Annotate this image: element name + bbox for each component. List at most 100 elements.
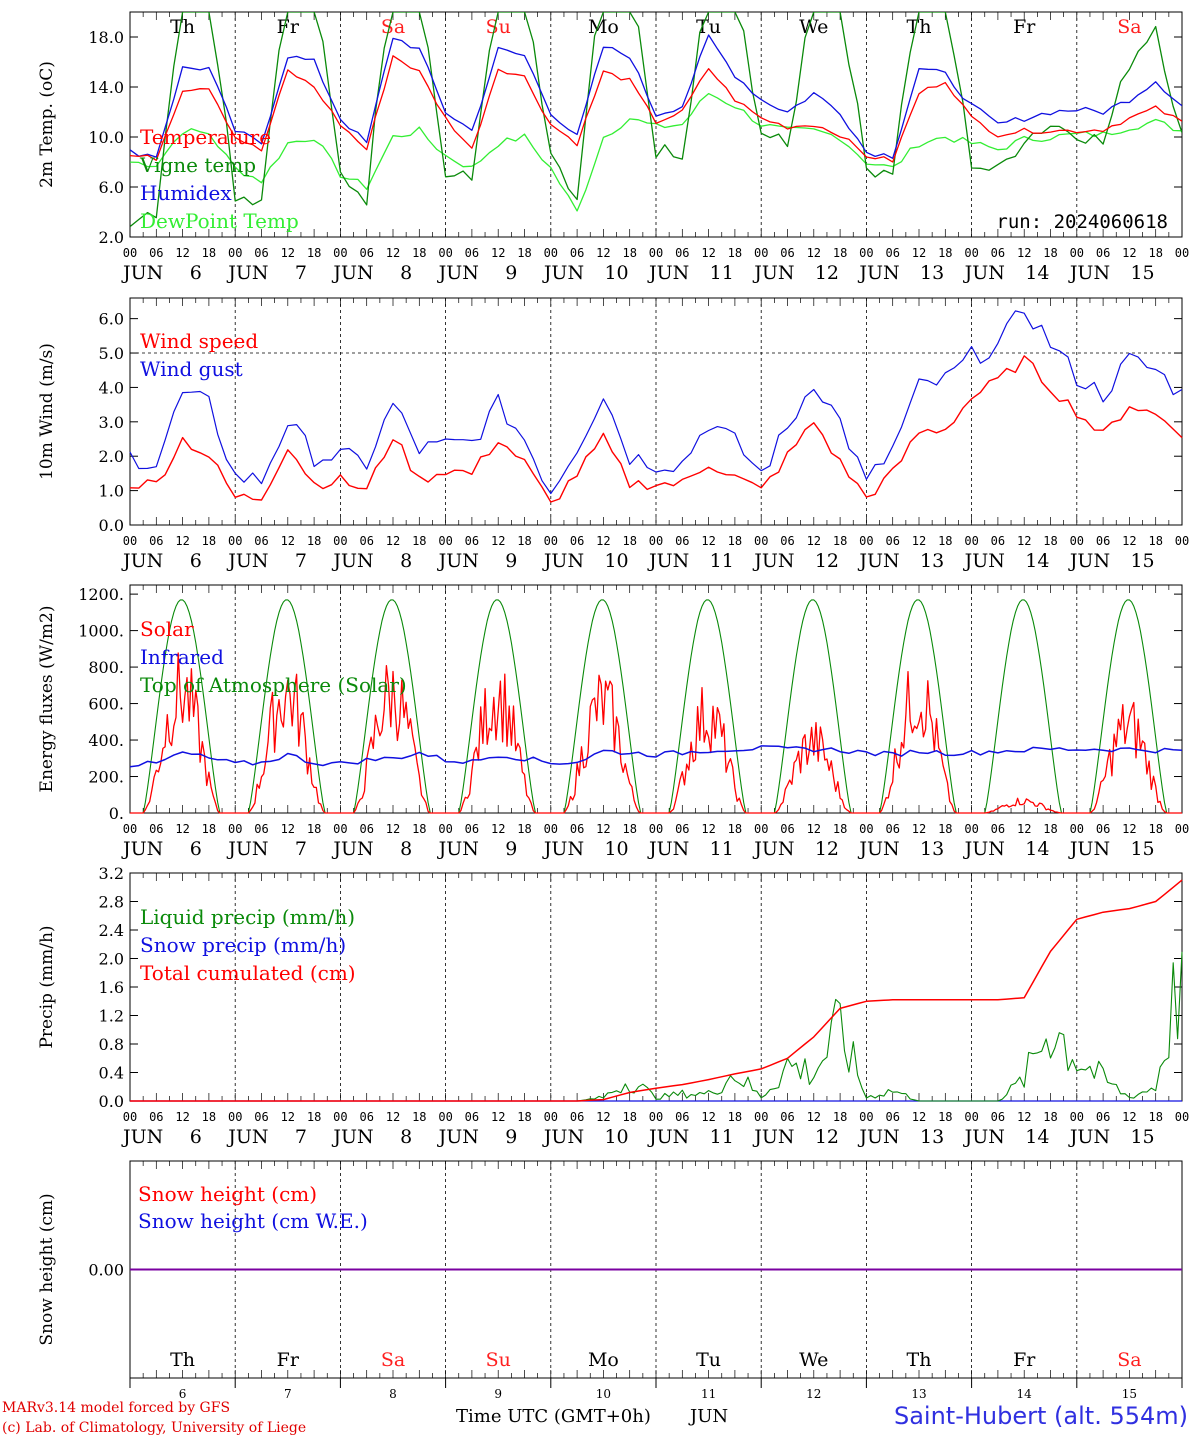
legend-entry: Total cumulated (cm)	[140, 961, 356, 985]
weekday-label: Fr	[1013, 1349, 1036, 1371]
day-month-label: JUN	[857, 838, 899, 860]
legend-entry: Snow height (cm W.E.)	[138, 1209, 368, 1233]
hour-tick-label: 12	[701, 822, 715, 836]
hour-tick-label: 06	[570, 534, 584, 548]
hour-tick-label: 00	[754, 246, 768, 260]
run-annotation: run: 2024060618	[996, 211, 1168, 233]
hour-tick-label: 18	[728, 246, 742, 260]
hour-tick-label: 18	[517, 534, 531, 548]
hour-tick-label: 18	[517, 822, 531, 836]
day-month-label: JUN	[121, 262, 163, 284]
hour-tick-label: 18	[938, 534, 952, 548]
day-number-label: 14	[1025, 262, 1049, 284]
day-number-label: 13	[920, 1126, 944, 1148]
hour-tick-label: 00	[1070, 822, 1084, 836]
hour-tick-label: 00	[649, 246, 663, 260]
hour-tick-label: 00	[438, 1110, 452, 1124]
hour-tick-label: 00	[228, 1110, 242, 1124]
hour-tick-label: 00	[228, 822, 242, 836]
hour-tick-label: 12	[912, 534, 926, 548]
hour-tick-label: 12	[175, 1110, 189, 1124]
day-number-label: 7	[295, 838, 307, 860]
hour-tick-label: 12	[807, 534, 821, 548]
hour-tick-label: 00	[123, 1110, 137, 1124]
hour-tick-label: 06	[991, 534, 1005, 548]
hour-tick-label: 06	[885, 246, 899, 260]
hour-tick-label: 00	[123, 246, 137, 260]
hour-tick-label: 06	[1096, 534, 1110, 548]
weekday-label: Mo	[588, 16, 619, 38]
wind-series	[129, 310, 1183, 503]
day-month-label: JUN	[331, 262, 373, 284]
hour-tick-label: 06	[1096, 246, 1110, 260]
day-month-label: JUN	[1068, 550, 1110, 572]
weekday-label: Tu	[696, 1349, 721, 1371]
day-month-label: JUN	[542, 1126, 584, 1148]
day-number-label: 8	[400, 838, 412, 860]
hour-tick-label: 18	[517, 246, 531, 260]
day-month-label: JUN	[647, 262, 689, 284]
weekday-label: We	[799, 16, 828, 38]
y-tick-label: 2.8	[99, 893, 124, 912]
hour-tick-label: 06	[1096, 1110, 1110, 1124]
panel-frame	[129, 11, 1183, 238]
hour-tick-label: 18	[202, 534, 216, 548]
hour-tick-label: 12	[912, 1110, 926, 1124]
series-line-vigne-temp	[130, 12, 1182, 228]
day-month-label: JUN	[857, 1126, 899, 1148]
energy-series	[129, 599, 1183, 814]
day-number-label: 12	[806, 1387, 821, 1401]
hour-tick-label: 18	[1043, 534, 1057, 548]
hour-tick-label: 18	[622, 822, 636, 836]
y-axis-label: Precip (mm/h)	[37, 925, 57, 1048]
hour-tick-label: 12	[386, 534, 400, 548]
day-month-label: JUN	[226, 550, 268, 572]
day-number-label: 12	[815, 1126, 839, 1148]
day-month-label: JUN	[963, 262, 1005, 284]
day-month-label: JUN	[647, 1126, 689, 1148]
weekday-label: We	[799, 1349, 828, 1371]
hour-tick-label: 00	[438, 534, 452, 548]
day-month-label: JUN	[857, 262, 899, 284]
y-tick-label: 5.0	[99, 344, 124, 363]
day-number-label: 15	[1130, 838, 1154, 860]
hour-tick-label: 00	[228, 246, 242, 260]
weekday-label: Fr	[277, 1349, 300, 1371]
hour-tick-label: 00	[649, 534, 663, 548]
hour-tick-label: 12	[281, 1110, 295, 1124]
day-month-label: JUN	[226, 1126, 268, 1148]
hour-tick-label: 06	[149, 822, 163, 836]
hour-tick-label: 06	[149, 246, 163, 260]
hour-tick-label: 06	[780, 246, 794, 260]
hour-tick-label: 06	[780, 822, 794, 836]
day-number-label: 8	[389, 1387, 397, 1401]
hour-tick-label: 12	[491, 822, 505, 836]
day-number-label: 8	[400, 550, 412, 572]
hour-tick-label: 12	[807, 822, 821, 836]
weekday-label: Tu	[696, 16, 721, 38]
day-month-label: JUN	[857, 550, 899, 572]
hour-tick-label: 18	[1148, 246, 1162, 260]
day-month-label: JUN	[647, 550, 689, 572]
hour-tick-label: 12	[807, 1110, 821, 1124]
day-month-label: JUN	[542, 550, 584, 572]
y-tick-label: 3.2	[99, 864, 124, 883]
hour-tick-label: 00	[544, 1110, 558, 1124]
legend-entry: Temperature	[140, 125, 271, 149]
hour-tick-label: 18	[728, 1110, 742, 1124]
hour-tick-label: 06	[675, 1110, 689, 1124]
hour-tick-label: 06	[359, 1110, 373, 1124]
day-number-label: 11	[710, 550, 734, 572]
y-tick-label: 0.00	[88, 1261, 124, 1280]
day-number-label: 11	[710, 262, 734, 284]
y-tick-label: 1.6	[99, 978, 124, 997]
series-line-wind-gust	[129, 310, 1183, 495]
panel-1: 2.0 6.0 10.0 14.0 18.0 2m Temp. (oC) Th Fr Sa Su M…	[37, 11, 1183, 247]
legend-entry: DewPoint Temp	[140, 209, 299, 233]
day-month-label: JUN	[226, 262, 268, 284]
hour-tick-label: 00	[228, 534, 242, 548]
series-line-wind-speed	[129, 355, 1183, 503]
legend-entry: Snow precip (mm/h)	[140, 933, 346, 957]
precip-series	[130, 879, 1183, 1102]
hour-tick-label: 18	[1043, 1110, 1057, 1124]
